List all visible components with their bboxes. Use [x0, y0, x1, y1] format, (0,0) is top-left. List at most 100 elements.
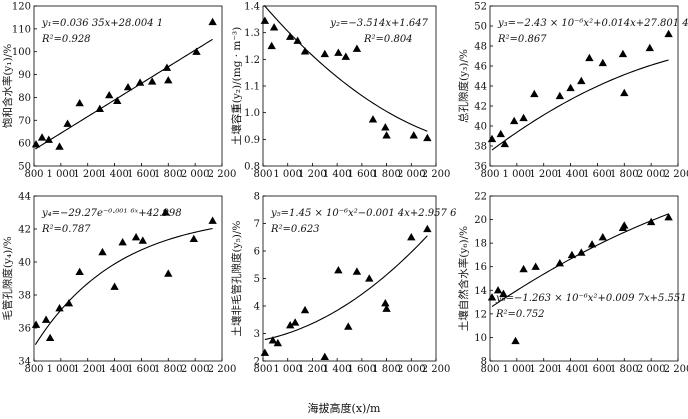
y-tick-label: 36 [474, 162, 487, 173]
y-tick-label: 52 [474, 2, 487, 13]
data-point [113, 96, 122, 105]
data-point [519, 113, 528, 122]
data-point [267, 41, 276, 50]
data-point [344, 322, 353, 330]
shared-x-axis-label: 海拔高度(x)/m [308, 401, 381, 415]
y-tick-label: 10 [474, 333, 487, 344]
x-tick-label: 1 000 [503, 169, 532, 180]
x-tick-label: 1 200 [529, 364, 558, 375]
data-point [407, 233, 416, 241]
x-tick-label: 2 200 [664, 169, 688, 180]
x-tick-label: 1 400 [556, 364, 585, 375]
y-tick-label: 3 [254, 329, 260, 340]
data-point [164, 269, 173, 277]
data-point [587, 240, 597, 248]
data-point [41, 315, 51, 323]
data-point [45, 333, 55, 342]
data-point [496, 129, 505, 138]
data-point [566, 83, 575, 92]
data-point [98, 247, 107, 256]
data-point [423, 224, 432, 233]
x-tick-label: 1 200 [298, 169, 327, 180]
data-point [164, 76, 173, 84]
data-point [260, 348, 270, 356]
data-point [567, 250, 577, 259]
x-tick-label: 800 [480, 364, 499, 375]
y-tick-label: 7 [254, 219, 260, 230]
data-point [645, 43, 654, 52]
data-point [300, 47, 310, 55]
data-point [37, 133, 47, 141]
data-point [138, 236, 147, 244]
x-tick-label: 1 800 [610, 364, 639, 375]
x-tick-label: 1 600 [127, 169, 156, 180]
data-point [509, 116, 519, 125]
x-tick-label: 1 000 [273, 169, 302, 180]
data-point [285, 321, 295, 329]
x-tick-label: 2 200 [208, 169, 237, 180]
x-tick-label: 1 600 [583, 364, 612, 375]
data-point [382, 131, 391, 139]
plot-frame [489, 195, 679, 362]
data-point [555, 258, 565, 267]
y-tick-label: 42 [474, 102, 487, 113]
x-tick-label: 1 400 [100, 169, 129, 180]
y-tick-label: 0.8 [244, 162, 260, 173]
fit-curve [491, 59, 669, 151]
regression-equation: y₆=−1.263 × 10⁻⁶x²+0.009 7x+5.551 9 [495, 293, 688, 304]
x-tick-label: 2 000 [181, 169, 210, 180]
regression-equation: y₁=0.036 35x+28.004 1 [41, 18, 163, 29]
data-point [500, 139, 509, 148]
data-point [511, 336, 520, 345]
data-point [105, 90, 114, 99]
data-point [618, 49, 628, 58]
data-point [290, 318, 300, 326]
y-tick-label: 20 [474, 215, 487, 226]
y-tick-label: 40 [474, 122, 487, 133]
y-tick-label: 36 [18, 324, 31, 335]
data-point [118, 238, 127, 246]
y-axis-label: 总孔隙度(y₃)/% [457, 49, 470, 123]
y-tick-label: 8 [481, 357, 487, 368]
x-tick-label: 1 200 [73, 364, 102, 375]
x-tick-label: 1 800 [154, 169, 183, 180]
y-tick-label: 14 [474, 286, 487, 297]
regression-equation: y₃=−2.43 × 10⁻⁶x²+0.014x+27.801 4 [497, 18, 688, 29]
data-point [598, 233, 607, 241]
data-point [585, 53, 594, 62]
x-tick-label: 2 000 [397, 169, 426, 180]
data-point [147, 77, 157, 85]
regression-equation: y₄=−29.27e⁻⁰·⁰⁰¹ ⁶ˣ+42.998 [41, 208, 182, 219]
data-point [293, 36, 302, 44]
x-tick-label: 800 [24, 364, 43, 375]
data-point [530, 89, 539, 98]
y-tick-label: 22 [474, 192, 487, 203]
fit-curve [264, 235, 428, 341]
x-tick-label: 1 800 [372, 169, 401, 180]
data-point [44, 135, 53, 143]
data-point [63, 119, 72, 127]
x-tick-label: 2 200 [422, 169, 451, 180]
data-point [519, 264, 528, 273]
y-tick-label: 4 [254, 302, 260, 313]
x-tick-label: 2 000 [637, 364, 666, 375]
data-point [131, 233, 141, 241]
data-point [423, 133, 432, 142]
data-point [269, 23, 279, 31]
data-point [598, 58, 607, 67]
y-tick-label: 46 [474, 62, 487, 73]
x-tick-label: 1 800 [372, 364, 401, 375]
x-tick-label: 1 800 [610, 169, 639, 180]
x-tick-label: 1 600 [348, 169, 377, 180]
r-squared: R²=0.787 [41, 224, 91, 235]
plot-frame [489, 5, 679, 167]
fit-curve [35, 38, 213, 150]
y-tick-label: 70 [18, 116, 31, 127]
data-point [381, 123, 390, 131]
